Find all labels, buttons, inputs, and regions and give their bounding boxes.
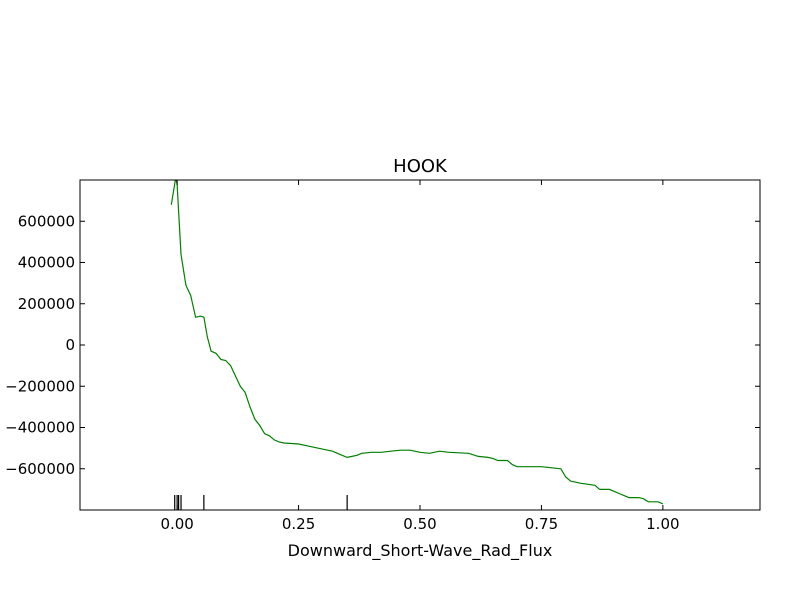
x-tick-label: 0.25: [282, 515, 315, 533]
y-tick-label: −600000: [5, 460, 75, 478]
x-tick-label: 0.00: [160, 515, 193, 533]
x-tick-label: 0.75: [525, 515, 558, 533]
series-line-0: [170, 180, 664, 505]
plot-frame: [79, 179, 761, 511]
y-tick-label: 0: [65, 336, 75, 354]
y-tick-label: 600000: [18, 212, 75, 230]
x-axis-label: Downward_Short-Wave_Rad_Flux: [288, 541, 553, 561]
y-tick-label: 400000: [18, 254, 75, 272]
plot-area: 0.00 0.25 0.50 0.75 1.00 600000 400000 200000 0 −…: [5, 179, 761, 533]
chart-title: HOOK: [393, 156, 448, 177]
y-tick-label: −400000: [5, 419, 75, 437]
y-tick-label: −200000: [5, 377, 75, 395]
y-tick-label: 200000: [18, 295, 75, 313]
x-tick-label: 1.00: [646, 515, 679, 533]
x-tick-label: 0.50: [403, 515, 436, 533]
